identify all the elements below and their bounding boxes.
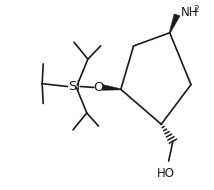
- Polygon shape: [102, 85, 121, 90]
- Text: NH: NH: [181, 6, 199, 19]
- Text: HO: HO: [157, 167, 175, 180]
- Text: 2: 2: [193, 5, 199, 14]
- Text: Si: Si: [68, 80, 80, 93]
- Polygon shape: [169, 14, 180, 33]
- Text: O: O: [93, 81, 104, 94]
